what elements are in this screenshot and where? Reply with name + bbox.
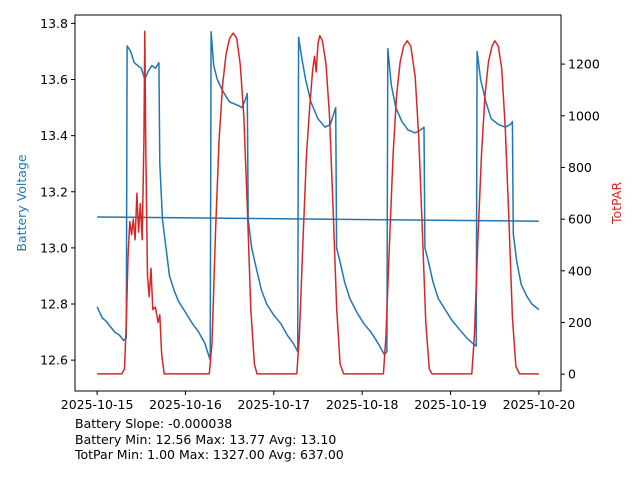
left-y-tick-label: 13.6: [40, 72, 68, 87]
right-y-axis-label: TotPAR: [609, 182, 624, 225]
stats-annotation: Battery Slope: -0.000038 Battery Min: 12…: [75, 416, 344, 463]
left-y-tick-label: 12.6: [40, 353, 68, 368]
right-y-tick-label: 1200: [568, 57, 600, 72]
plot-frame: [74, 14, 562, 392]
left-y-tick-label: 12.8: [40, 297, 68, 312]
right-y-tick-label: 1000: [568, 108, 600, 123]
right-y-tick-label: 0: [568, 367, 576, 382]
right-y-tick-label: 800: [568, 160, 592, 175]
x-tick-label: 2025-10-18: [326, 397, 399, 412]
series-line-totpar: [97, 30, 539, 375]
left-y-tick-label: 13.4: [40, 128, 68, 143]
x-tick-label: 2025-10-15: [61, 397, 134, 412]
x-tick-label: 2025-10-19: [414, 397, 487, 412]
left-y-axis-label: Battery Voltage: [14, 154, 29, 251]
series-line-battery-trend: [97, 216, 539, 222]
left-y-tick-label: 13.8: [40, 16, 68, 31]
left-y-tick-label: 13.0: [40, 240, 68, 255]
left-y-tick-label: 13.2: [40, 184, 68, 199]
battery-slope-text: Battery Slope: -0.000038: [75, 416, 233, 431]
x-tick-label: 2025-10-20: [503, 397, 576, 412]
x-tick-label: 2025-10-17: [237, 397, 310, 412]
x-tick-label: 2025-10-16: [149, 397, 222, 412]
right-y-tick-label: 400: [568, 263, 592, 278]
battery-stats-text: Battery Min: 12.56 Max: 13.77 Avg: 13.10: [75, 431, 337, 447]
right-y-tick-label: 600: [568, 212, 592, 227]
right-y-tick-label: 200: [568, 315, 592, 330]
totpar-stats-text: TotPar Min: 1.00 Max: 1327.00 Avg: 637.0…: [75, 447, 344, 462]
series-line-battery-voltage: [96, 31, 540, 361]
